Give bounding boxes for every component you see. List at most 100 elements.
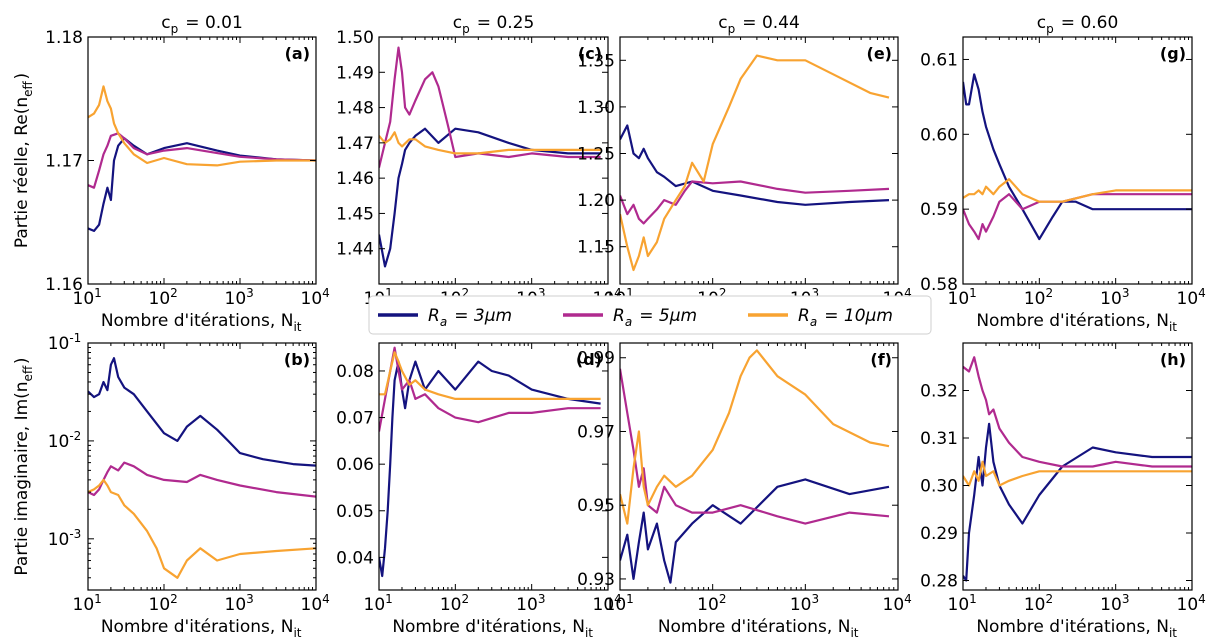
series-line-10um — [963, 178, 1192, 203]
y-tick-label: 0.58 — [920, 275, 958, 295]
x-tick-label: 102 — [149, 592, 180, 615]
column-titles: cp = 0.01 cp = 0.25 cp = 0.44 cp = 0.60 — [161, 13, 1118, 36]
y-tick-label: 0.29 — [920, 524, 958, 544]
panel-tag: (a) — [285, 44, 310, 63]
panel-e: 101 102 103 104 1.151.201.251.301.35(e)N… — [577, 36, 912, 334]
y-tick-label: 0.31 — [920, 429, 958, 449]
x-tick-label: 104 — [593, 592, 624, 615]
x-axis-label: Nombre d'itérations, Nit — [101, 617, 303, 639]
series-line-5um — [620, 180, 890, 225]
x-tick-label: 103 — [1100, 286, 1131, 309]
panel-c: 101 102 103 104 1.441.451.461.471.481.49… — [336, 28, 622, 334]
series-line-3um — [88, 137, 316, 232]
column-title-4: cp = 0.60 — [1037, 13, 1119, 36]
x-tick-label: 102 — [440, 592, 471, 615]
series-line-5um — [379, 346, 601, 432]
axes-frame — [962, 342, 1193, 591]
y-tick-label: 0.30 — [920, 477, 958, 497]
column-title-2: cp = 0.25 — [453, 13, 535, 36]
legend-box — [368, 295, 932, 335]
y-tick-label: 1.15 — [577, 238, 615, 258]
y-tick-label: 0.95 — [577, 496, 615, 516]
panel-tag: (e) — [867, 44, 892, 63]
axes-frame — [87, 342, 317, 591]
series-line-5um — [620, 368, 890, 525]
panel-b: 101 102 103 104 10-3 10-2 10-1 (b) Nombre… — [48, 331, 332, 639]
y-tick-label: 1.46 — [336, 169, 374, 189]
y-tick-label: 0.32 — [920, 382, 958, 402]
x-tick-label: 101 — [605, 592, 636, 615]
panel-tag: (g) — [1160, 44, 1186, 63]
x-axis-label: Nombre d'itérations, Nit — [658, 617, 860, 639]
series-line-3um — [88, 357, 316, 467]
x-axis-label: Nombre d'itérations, Nit — [101, 311, 303, 334]
series-line-5um — [963, 193, 1192, 241]
x-tick-label: 104 — [883, 592, 914, 615]
y-tick-label: 1.18 — [45, 28, 83, 48]
y-tick-label: 0.60 — [920, 125, 958, 145]
panel-tag: (d) — [576, 350, 602, 369]
series-line-3um — [620, 478, 890, 584]
series-line-3um — [379, 360, 601, 578]
y-tick-label: 1.50 — [336, 28, 374, 48]
x-tick-label: 101 — [948, 286, 979, 309]
x-tick-label: 103 — [790, 592, 821, 615]
series-line-5um — [88, 132, 316, 189]
panel-tag: (c) — [578, 44, 602, 63]
y-tick-label: 1.16 — [45, 275, 83, 295]
y-tick-label: 0.04 — [336, 548, 374, 568]
x-tick-label: 101 — [73, 592, 104, 615]
axes-frame — [378, 36, 609, 285]
axes-frame — [378, 342, 609, 591]
axes-frame — [619, 342, 899, 591]
y-tick-label: 1.48 — [336, 99, 374, 119]
series-line-3um — [620, 124, 890, 206]
panel-f: 101 102 103 104 0.93 0.95 0.97 0.99 (f) Nombr… — [577, 342, 914, 639]
y-tick-label: 1.45 — [336, 204, 374, 224]
legend: Ra = 3μm Ra = 5μm Ra = 10μm — [368, 295, 932, 335]
y-tick-label: 0.99 — [577, 349, 615, 369]
x-tick-label: 104 — [301, 286, 332, 309]
y-tick-label: 0.59 — [920, 200, 958, 220]
x-tick-label: 103 — [516, 592, 547, 615]
x-tick-label: 104 — [301, 592, 332, 615]
series-line-10um — [620, 54, 890, 272]
series-line-10um — [88, 85, 316, 167]
x-tick-label: 103 — [1100, 592, 1131, 615]
y-tick-label: 0.28 — [920, 572, 958, 592]
x-tick-label: 101 — [364, 592, 395, 615]
y-tick-label: 0.97 — [577, 422, 615, 442]
panel-h: 101 102 103 104 0.28 0.29 0.30 0.31 0.32 (h) N… — [920, 342, 1206, 639]
x-tick-label: 102 — [1024, 592, 1055, 615]
series-line-3um — [963, 73, 1192, 241]
panel-tag: (h) — [1160, 350, 1186, 369]
legend-label-10um: Ra = 10μm — [798, 306, 893, 329]
column-title-3: cp = 0.44 — [718, 13, 800, 36]
panel-d: 101 102 103 104 0.04 0.05 0.06 0.07 0.08 (d) N… — [336, 342, 624, 639]
legend-label-3um: Ra = 3μm — [428, 306, 512, 329]
legend-label-5um: Ra = 5μm — [613, 306, 697, 329]
y-tick-label: 10-1 — [48, 331, 83, 354]
panel-tag: (b) — [284, 350, 310, 369]
y-tick-label: 0.61 — [920, 50, 958, 70]
panel-tag: (f) — [870, 350, 892, 369]
x-axis-label: Nombre d'itérations, Nit — [392, 617, 594, 639]
y-tick-label: 1.35 — [577, 51, 615, 71]
series-line-10um — [88, 478, 316, 579]
y-tick-label: 0.08 — [336, 362, 374, 382]
y-tick-label: 1.30 — [577, 98, 615, 118]
y-tick-label: 0.06 — [336, 455, 374, 475]
series-line-10um — [620, 349, 890, 525]
column-title-1: cp = 0.01 — [161, 13, 243, 36]
panel-a: 101 102 103 104 1.16 1.17 1.18 (a) Nombre d'… — [45, 28, 332, 334]
row-ylabels: Partie réelle, Re(neff ) Partie imaginair… — [12, 73, 35, 576]
y-tick-label: 10-2 — [48, 429, 83, 452]
x-tick-label: 101 — [948, 592, 979, 615]
y-tick-label: 1.20 — [577, 191, 615, 211]
y-tick-label: 1.44 — [336, 240, 374, 260]
ylabel-imag: Partie imaginaire, Im(neff ) — [12, 357, 35, 575]
axes-frame — [962, 36, 1193, 285]
y-tick-label: 0.93 — [577, 570, 615, 590]
series-line-3um — [379, 127, 601, 268]
